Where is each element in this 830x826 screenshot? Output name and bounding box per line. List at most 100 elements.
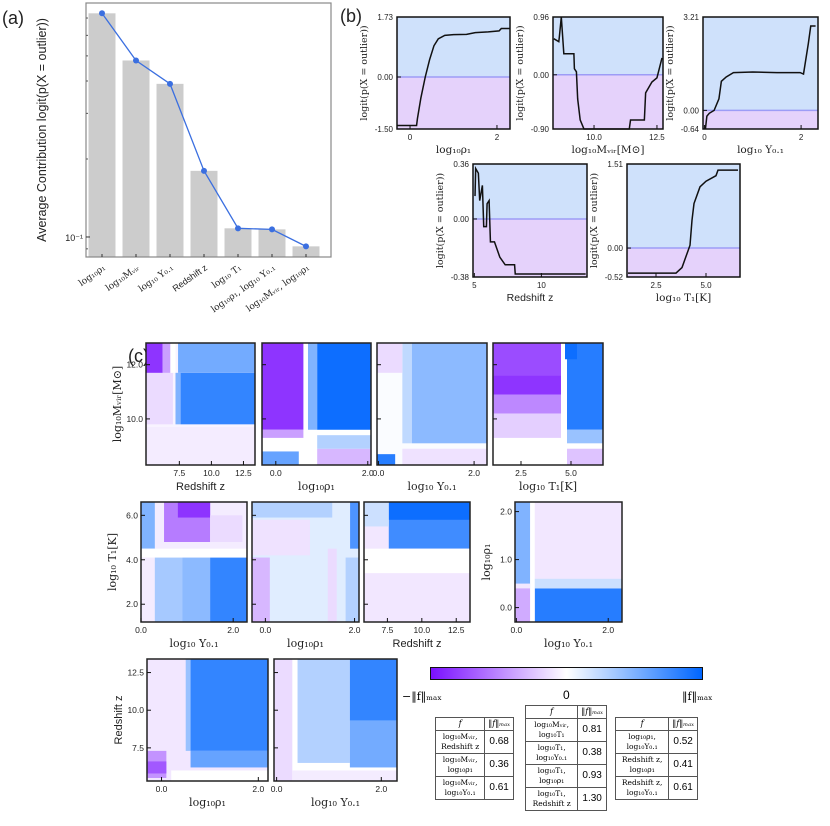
y-tick-label: -0.64 <box>681 125 700 134</box>
heatmap-cell <box>567 429 603 444</box>
x-tick-label: 5.0 <box>700 281 712 290</box>
heatmap-frame <box>251 501 360 623</box>
x-tick-label: 12.5 <box>448 625 465 635</box>
x-axis-label: log₁₀ T₁[K] <box>519 480 577 493</box>
x-tick-label: 10.0 <box>203 468 220 478</box>
heatmap-cell <box>317 435 371 449</box>
x-tick-label: 0.0 <box>135 625 147 635</box>
heatmap-cell <box>515 502 531 584</box>
y-tick-label: 0.00 <box>453 215 469 224</box>
y-tick-label: 7.5 <box>132 743 144 753</box>
norm-value: 0.36 <box>484 753 514 777</box>
positive-region <box>473 164 587 219</box>
x-tick-label: 5 <box>472 281 477 290</box>
heatmap-cell <box>274 659 293 781</box>
feature-pair: log₁₀Mᵥᵢᵣ, Redshift z <box>434 730 486 754</box>
bar-2 <box>156 83 184 257</box>
heatmap-2 <box>376 342 488 466</box>
norm-value: 0.68 <box>484 730 514 754</box>
table-header: f ‖f‖ₘₐₓ <box>524 705 607 719</box>
heatmap-cell <box>402 343 412 444</box>
heatmap-3 <box>492 342 604 466</box>
x-axis-label: log₁₀ Υ₀.₁ <box>737 144 784 156</box>
y-tick-label: 12.0 <box>126 360 143 370</box>
table-row: log₁₀ρ₁, log₁₀Υ₀.₁ 0.52 <box>614 730 698 754</box>
table-header-cell: ‖f‖ₘₐₓ <box>577 705 607 719</box>
heatmap-cell <box>146 427 255 465</box>
heatmap-cell <box>530 502 535 622</box>
x-tick-label: 0.0 <box>259 625 271 635</box>
y-axis-label: log₁₀ρ₁ <box>480 544 493 581</box>
heatmap-6 <box>363 501 471 623</box>
heatmap-cell <box>146 343 163 373</box>
heatmap-cell <box>175 372 181 425</box>
y-tick-label: -0.90 <box>531 125 550 134</box>
bar-6 <box>292 246 320 257</box>
heatmap-frame <box>492 342 604 466</box>
heatmap-cell <box>178 343 255 373</box>
x-tick-label: 5.0 <box>565 468 577 478</box>
y-tick-label: 0.00 <box>683 106 699 115</box>
y-tick-label: 6.0 <box>126 510 138 520</box>
table-row: log₁₀T₁, log₁₀Υ₀.₁ 0.38 <box>524 741 607 765</box>
x-tick-label: 2.0 <box>252 784 264 794</box>
partial-dependence-plot-0 <box>396 16 511 130</box>
heatmap-cell <box>262 343 304 430</box>
heatmap-cell <box>146 372 173 425</box>
heatmap-cell <box>141 502 155 549</box>
x-tick-label: 2.0 <box>468 468 480 478</box>
heatmap-0 <box>145 342 256 466</box>
y-axis-label: logit(p(X = outlier)) <box>435 173 446 268</box>
x-tick-label: log₁₀ Υ₀.₁ <box>137 263 176 294</box>
y-tick-label: -0.38 <box>451 273 470 282</box>
x-tick-label: 2.0 <box>227 625 239 635</box>
x-tick-label: 12.5 <box>235 468 252 478</box>
pdp-curve <box>628 169 738 274</box>
heatmap-cell <box>364 548 470 574</box>
heatmap-frame <box>376 342 488 466</box>
x-tick-label: 0.0 <box>156 784 168 794</box>
x-tick-label: 2.5 <box>650 281 662 290</box>
norm-table-0: f ‖f‖ₘₐₓ log₁₀Mᵥᵢᵣ, Redshift z 0.68 log₁₀Mᵥᵢ… <box>434 717 514 800</box>
x-axis-label: log₁₀ Υ₀.₁ <box>544 637 593 650</box>
pdp-curve <box>474 165 586 275</box>
heatmap-cell <box>177 502 211 518</box>
positive-region <box>627 164 740 249</box>
heatmap-cell <box>493 343 561 376</box>
norm-value: 0.52 <box>668 730 698 754</box>
y-axis-label: logit(p(X = outlier)) <box>665 25 676 120</box>
y-axis-label: logit(p(X = outlier)) <box>515 25 526 120</box>
x-tick-label: 2.0 <box>362 468 374 478</box>
heatmap-1 <box>261 342 372 466</box>
heatmap-cell <box>180 372 255 425</box>
pdp-curve <box>397 27 510 127</box>
y-tick-label: 10.0 <box>127 705 144 715</box>
heatmap-cell <box>350 502 359 549</box>
positive-region <box>553 17 663 75</box>
heatmap-4 <box>140 501 248 623</box>
heatmap-cell <box>190 750 268 768</box>
heatmap-cell <box>190 659 268 751</box>
heatmap-cell <box>170 343 176 373</box>
heatmap-cell <box>252 557 270 622</box>
norm-value: 1.30 <box>577 787 607 811</box>
table-header-cell: f <box>434 717 486 731</box>
bar-4 <box>224 228 252 257</box>
plot-frame <box>552 16 664 130</box>
table-header-cell: ‖f‖ₘₐₓ <box>484 717 514 731</box>
heatmap-cell <box>327 548 337 622</box>
x-axis-label: Redshift z <box>393 638 442 650</box>
heatmap-cell <box>262 451 299 465</box>
partial-dependence-plot-1 <box>552 16 664 130</box>
feature-pair: log₁₀Mᵥᵢᵣ, log₁₀Υ₀.₁ <box>434 776 486 800</box>
x-tick-label: 2.0 <box>349 625 361 635</box>
y-tick-label: 3.21 <box>683 13 699 22</box>
heatmap-cell <box>364 502 389 527</box>
heatmap-cell <box>345 557 359 622</box>
heatmap-cell <box>349 659 397 721</box>
plot-frame-a <box>85 2 332 258</box>
table-header-cell: ‖f‖ₘₐₓ <box>668 717 698 731</box>
x-axis-label: log₁₀ρ₁ <box>436 144 471 156</box>
heatmap-frame <box>140 501 248 623</box>
partial-dependence-plot-4 <box>626 163 741 278</box>
